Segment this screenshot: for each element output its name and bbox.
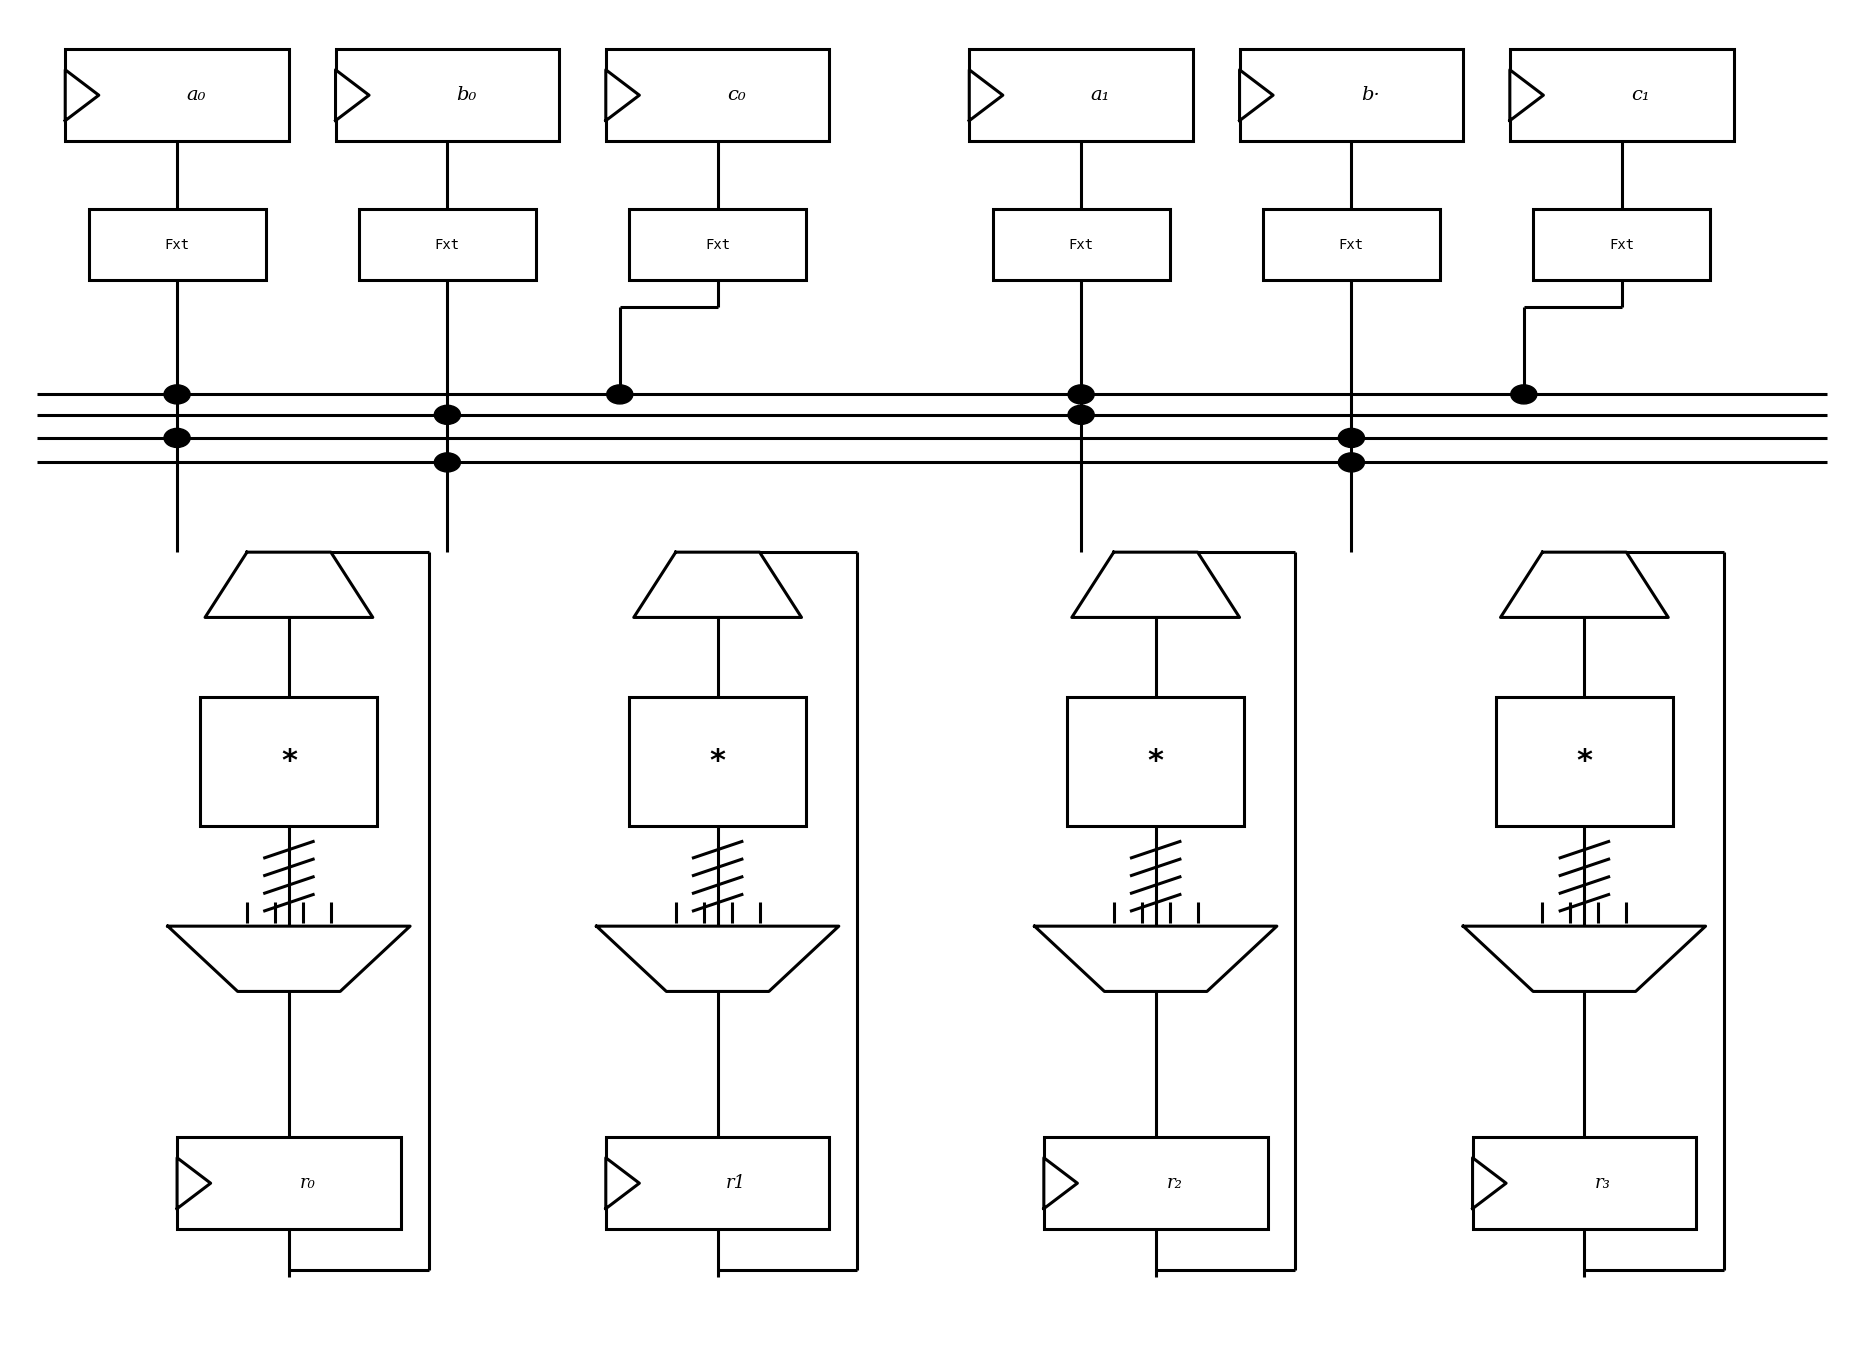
Bar [336,49,559,141]
Circle shape [1338,428,1364,447]
Bar [1066,696,1245,826]
Text: Fxt: Fxt [434,238,460,252]
Text: c₁: c₁ [1631,86,1650,105]
Bar [89,209,267,280]
Polygon shape [1035,926,1277,991]
Bar [1240,49,1463,141]
Text: *: * [281,747,296,777]
Polygon shape [205,552,373,617]
Polygon shape [1240,69,1273,121]
Bar [358,209,537,280]
Text: a₀: a₀ [186,86,205,105]
Bar [992,209,1171,280]
Polygon shape [1501,552,1668,617]
Circle shape [1068,385,1094,404]
Polygon shape [65,69,99,121]
Polygon shape [168,926,410,991]
Circle shape [1068,405,1094,424]
Bar [969,49,1193,141]
Polygon shape [606,69,639,121]
Circle shape [164,428,190,447]
Text: *: * [710,747,725,777]
Polygon shape [1463,926,1706,991]
Bar [1264,209,1439,280]
Bar [1510,49,1734,141]
Bar [177,1137,401,1229]
Polygon shape [177,1157,211,1209]
Text: r₂: r₂ [1167,1174,1182,1193]
Polygon shape [596,926,839,991]
Polygon shape [969,69,1003,121]
Bar [65,49,289,141]
Text: Fxt: Fxt [1068,238,1094,252]
Bar [606,1137,829,1229]
Polygon shape [606,1157,639,1209]
Text: *: * [1148,747,1163,777]
Text: Fxt: Fxt [705,238,731,252]
Text: c₀: c₀ [727,86,746,105]
Text: r₀: r₀ [300,1174,315,1193]
Bar [1495,696,1672,826]
Polygon shape [1072,552,1240,617]
Circle shape [434,405,460,424]
Circle shape [164,385,190,404]
Circle shape [1338,453,1364,472]
Text: Fxt: Fxt [1338,238,1364,252]
Circle shape [1510,385,1536,404]
Bar [1473,1137,1696,1229]
Circle shape [434,453,460,472]
Polygon shape [1473,1157,1506,1209]
Polygon shape [1044,1157,1077,1209]
Bar [630,696,805,826]
Text: *: * [1577,747,1592,777]
Polygon shape [336,69,369,121]
Bar [1532,209,1711,280]
Polygon shape [634,552,802,617]
Circle shape [608,385,634,404]
Text: b·: b· [1361,86,1379,105]
Bar [1044,1137,1268,1229]
Text: b₀: b₀ [457,86,475,105]
Polygon shape [1510,69,1543,121]
Text: Fxt: Fxt [164,238,190,252]
Bar [630,209,805,280]
Bar [606,49,829,141]
Text: Fxt: Fxt [1609,238,1635,252]
Text: r1: r1 [727,1174,746,1193]
Text: a₁: a₁ [1090,86,1109,105]
Bar [201,696,377,826]
Text: r₃: r₃ [1596,1174,1610,1193]
